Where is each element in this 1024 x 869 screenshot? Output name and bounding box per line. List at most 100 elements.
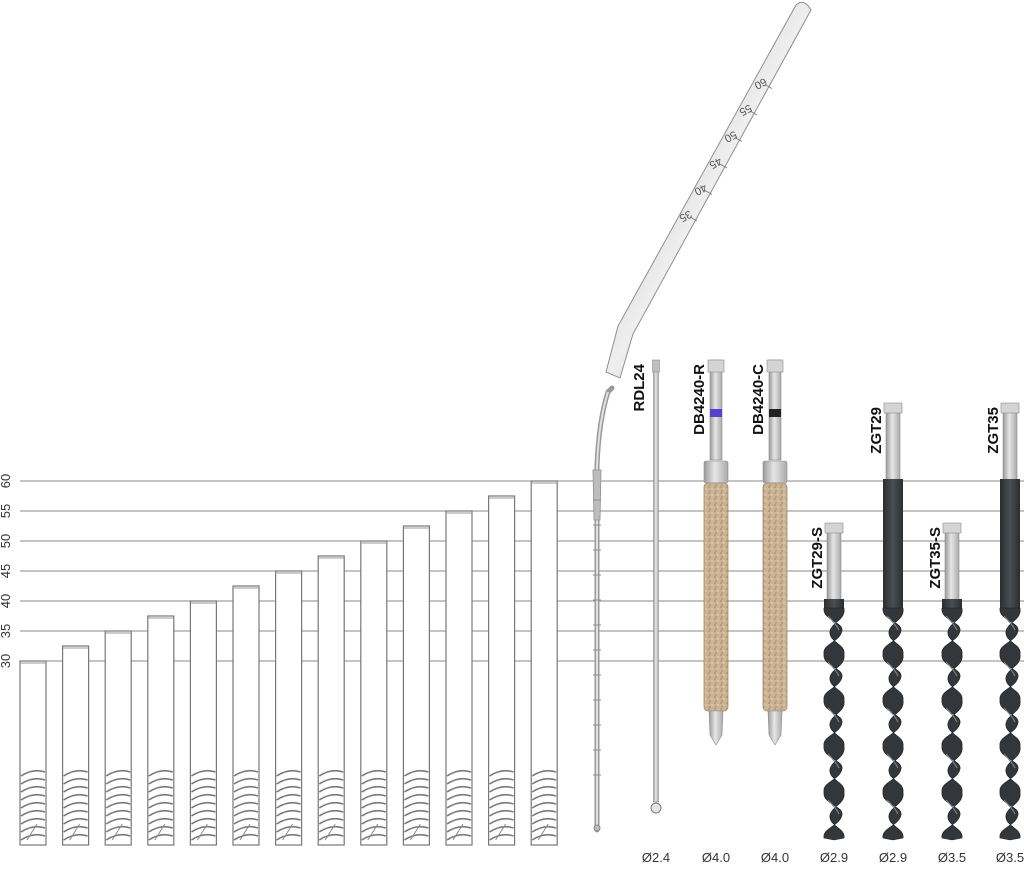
implant-thread	[276, 825, 301, 833]
implant-thread	[318, 825, 344, 833]
drill-flute-highlight	[945, 799, 958, 815]
tool-label: ZGT29-S	[809, 527, 826, 589]
implant-thread	[233, 833, 259, 841]
scale-tick-label: 35	[0, 624, 13, 638]
probe-tip	[593, 824, 601, 832]
implant-body	[232, 585, 260, 846]
implant-thread	[105, 777, 131, 785]
diamond-color-band	[769, 409, 781, 417]
scale-tick-label: 30	[0, 654, 13, 668]
implant-thread	[190, 825, 216, 833]
implant-thread	[105, 793, 131, 801]
probe-shaft-highlight	[596, 391, 609, 830]
implant-thread	[190, 785, 216, 793]
probe-mark-tick	[689, 216, 698, 222]
probe-shaft	[594, 385, 615, 833]
implant-apex-cut	[26, 823, 38, 841]
drill-flute-highlight	[1003, 753, 1016, 769]
implant-thread	[489, 801, 514, 809]
diamond-color-band	[710, 409, 722, 417]
tool-diameter-label: Ø2.4	[642, 850, 670, 864]
probe-mark-tick	[764, 84, 773, 89]
probe-depth-mark: 40	[692, 181, 708, 197]
probe-mark-tick	[719, 163, 728, 169]
tool-rdl24: RDL24 Ø2.4	[631, 359, 670, 865]
drill-flutes	[882, 607, 904, 841]
implant-thread	[361, 817, 387, 825]
implant-thread	[20, 785, 46, 793]
implant-thread	[276, 801, 301, 809]
tool-label: DB4240-R	[691, 364, 708, 435]
probe-mark-tick	[734, 137, 743, 142]
implant-thread	[318, 777, 344, 785]
implant-thread	[148, 785, 174, 793]
implant-thread	[20, 793, 46, 801]
drill-flute-highlight	[886, 707, 899, 723]
implant-thread	[276, 833, 301, 841]
implant-thread	[148, 825, 174, 833]
implant-4	[147, 615, 175, 846]
implant-thread	[531, 777, 557, 785]
implant-thread	[105, 801, 131, 809]
implant-apex-cut	[367, 823, 379, 841]
implant-thread	[361, 793, 387, 801]
tool-label: DB4240-C	[750, 364, 767, 435]
diamond-tip	[767, 710, 783, 746]
implant-thread	[276, 785, 301, 793]
implant-apex-cut	[495, 823, 507, 841]
drill-flute-highlight	[1003, 799, 1016, 815]
implant-thread	[190, 817, 216, 825]
implant-body	[317, 555, 345, 846]
implant-thread	[276, 809, 301, 817]
drill-flute-highlight	[827, 661, 840, 677]
rod-shaft	[653, 361, 659, 803]
drill-latch	[883, 402, 903, 414]
implant-thread	[233, 769, 259, 777]
implant-thread	[20, 801, 46, 809]
implant-apex-cut	[196, 823, 208, 841]
implant-thread	[446, 825, 472, 833]
implant-body	[19, 660, 47, 846]
drill-shank	[1002, 404, 1018, 482]
drill-latch	[824, 522, 844, 534]
drill-shank	[944, 524, 960, 602]
implant-thread	[20, 817, 46, 825]
drill-flute-highlight	[1003, 615, 1016, 631]
implant-thread	[318, 833, 344, 841]
implant-thread	[403, 785, 429, 793]
implant-2	[61, 645, 90, 846]
implant-thread	[446, 809, 472, 817]
implant-thread	[403, 825, 429, 833]
tool-zgt35-s: ZGT35-S Ø3.5	[927, 522, 966, 865]
implant-body	[275, 570, 303, 846]
implant-1	[19, 660, 47, 846]
implant-thread	[531, 801, 557, 809]
depth-probe: 35 40 45 50 55 60	[592, 1, 812, 833]
implant-thread	[148, 817, 174, 825]
tool-diameter-label: Ø3.5	[938, 850, 966, 864]
implant-thread	[318, 801, 344, 809]
implant-thread	[20, 777, 46, 785]
implant-thread	[233, 817, 259, 825]
tool-zgt29: ZGT29 Ø2.9	[868, 402, 907, 865]
diamond-coated-body	[703, 482, 729, 712]
implant-thread	[20, 809, 46, 817]
implant-thread	[20, 825, 46, 833]
tool-diameter-label: Ø4.0	[761, 850, 789, 864]
implant-thread	[403, 793, 429, 801]
implant-thread	[446, 777, 472, 785]
tool-db4240-r: DB4240-R Ø4.0	[691, 359, 730, 865]
drill-flute-highlight	[945, 615, 958, 631]
implant-apex-cut	[111, 823, 123, 841]
implant-apex-cut	[409, 823, 421, 841]
implant-13	[530, 480, 558, 846]
tool-diameter-label: Ø2.9	[879, 850, 907, 864]
implant-thread	[318, 817, 344, 825]
implant-thread	[361, 777, 387, 785]
implant-thread	[20, 769, 46, 777]
drill-flutes	[999, 607, 1021, 841]
implant-thread	[148, 809, 174, 817]
implant-thread	[446, 817, 472, 825]
